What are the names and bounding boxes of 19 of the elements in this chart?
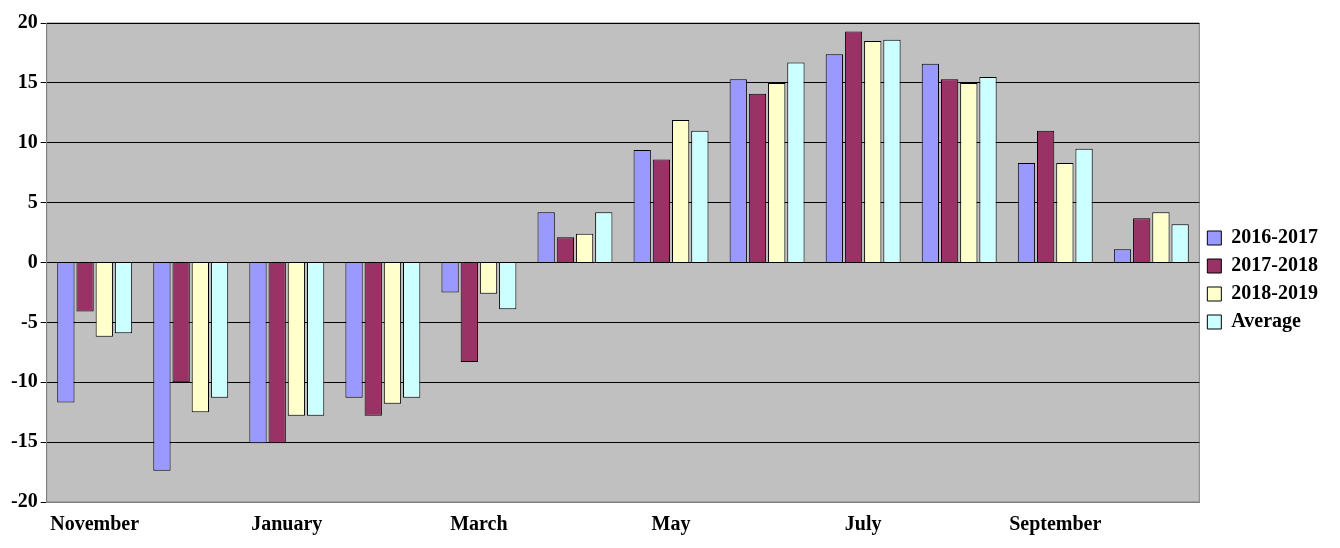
x-tick-label: September (1009, 512, 1102, 536)
x-tick-label: May (651, 512, 691, 536)
x-tick-label: November (50, 512, 140, 535)
x-tick-label: March (450, 512, 508, 535)
legend-label: Average (1231, 309, 1302, 333)
y-tick-label: -15 (10, 429, 38, 452)
y-tick-label: -10 (10, 369, 38, 392)
y-tick-label: 10 (17, 129, 38, 152)
y-tick-label: 20 (17, 10, 38, 33)
legend-label: 2016-2017 (1231, 225, 1319, 248)
y-tick-label: -20 (10, 489, 38, 512)
y-tick-label: -5 (20, 309, 38, 332)
y-tick-label: 15 (17, 70, 38, 93)
legend-label: 2018-2019 (1231, 281, 1319, 304)
legend-label: 2017-2018 (1231, 253, 1319, 276)
x-tick-label: July (844, 512, 882, 536)
y-tick-label: 5 (27, 189, 38, 212)
x-tick-label: January (251, 512, 323, 536)
y-tick-label: 0 (27, 249, 38, 272)
